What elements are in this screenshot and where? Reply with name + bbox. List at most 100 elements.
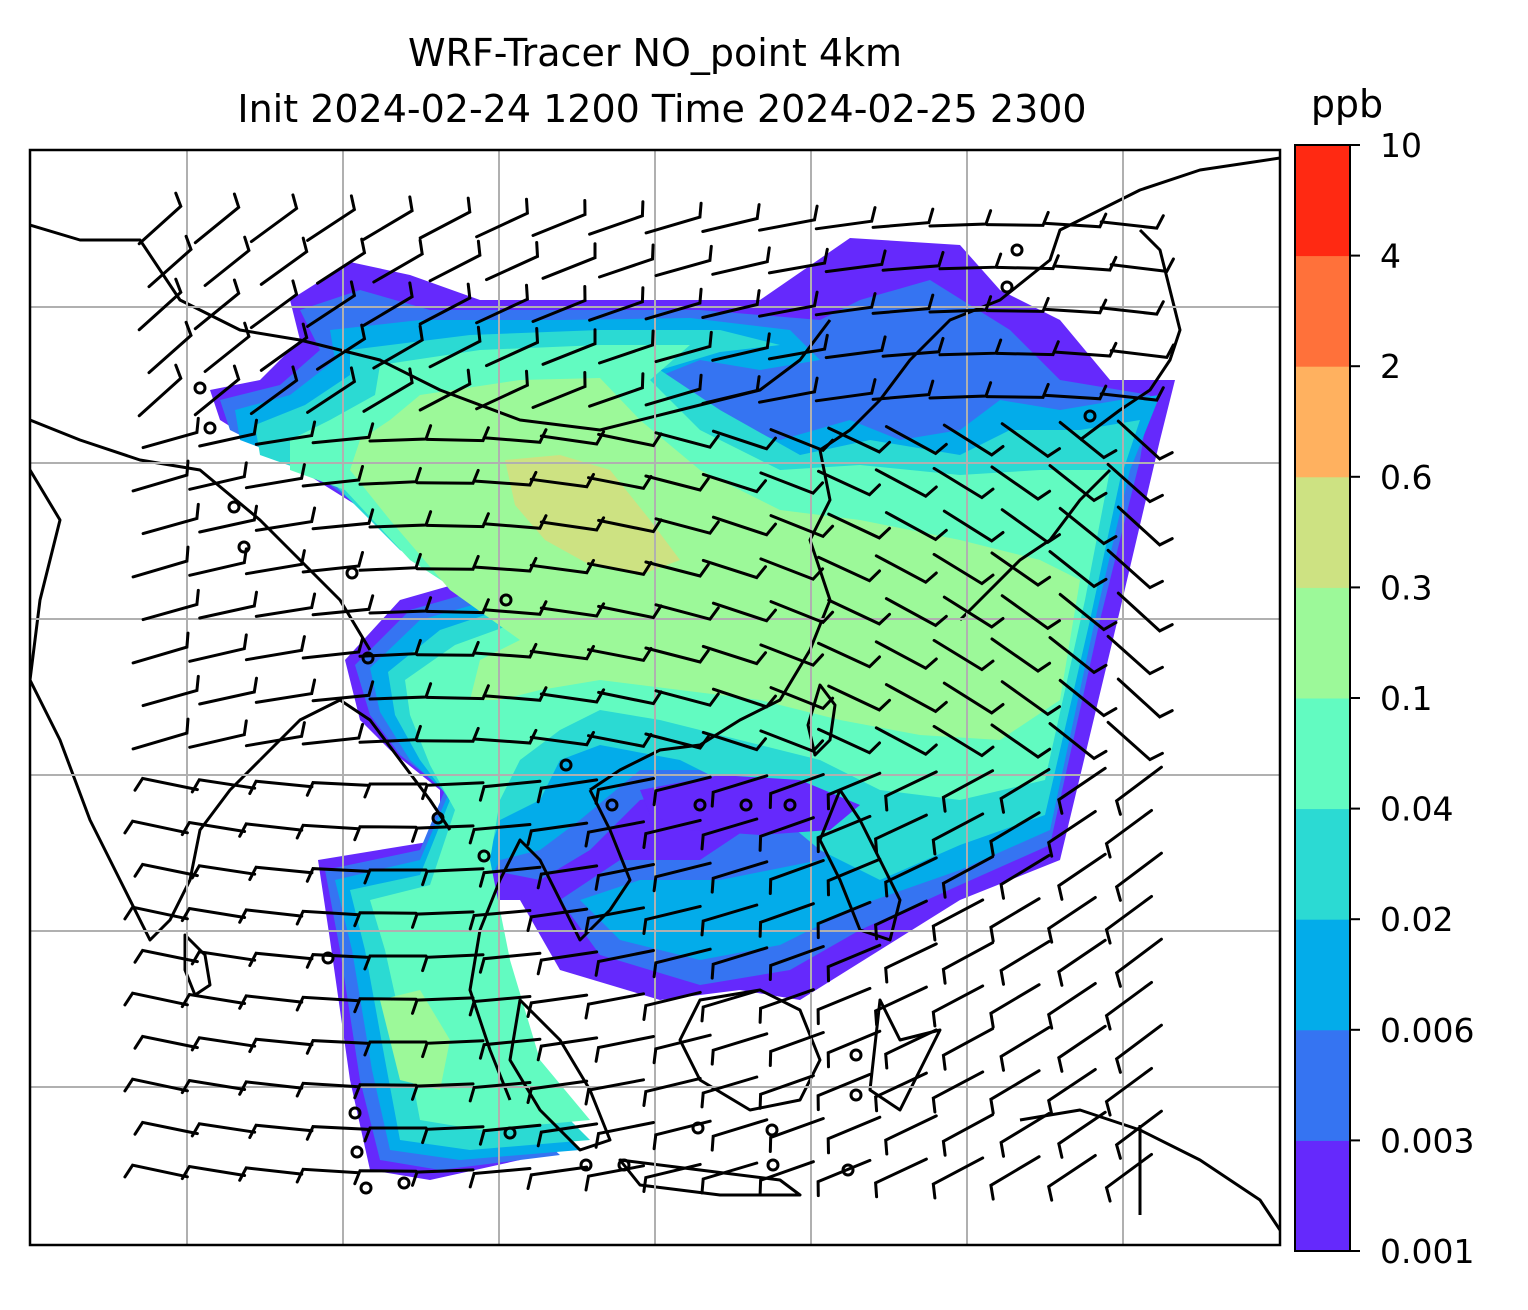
calm-marker bbox=[1000, 280, 1014, 294]
wind-barb bbox=[871, 207, 935, 229]
wind-barb bbox=[1000, 594, 1061, 631]
wind-barb bbox=[768, 773, 825, 809]
wind-barb bbox=[1114, 937, 1163, 988]
wind-barb bbox=[180, 1164, 247, 1181]
wind-barb bbox=[428, 325, 482, 369]
wind-barb bbox=[711, 515, 777, 537]
wind-barb bbox=[411, 910, 475, 929]
wind-barb bbox=[931, 984, 985, 1028]
wind-barb bbox=[244, 635, 306, 662]
wind-barb bbox=[311, 594, 375, 617]
wind-barb bbox=[362, 367, 414, 413]
wind-barb bbox=[249, 279, 299, 330]
colorbar-tick-label: 0.1 bbox=[1380, 679, 1432, 718]
wind-barb bbox=[478, 1123, 542, 1146]
wind-barb bbox=[306, 194, 357, 242]
wind-barb bbox=[363, 1040, 428, 1057]
wind-barb bbox=[769, 600, 835, 625]
wind-barb bbox=[248, 1037, 314, 1054]
colorbar-tick-label: 0.006 bbox=[1380, 1011, 1474, 1050]
wind-barb bbox=[816, 986, 872, 1026]
wind-barb bbox=[758, 290, 819, 318]
wind-barb bbox=[587, 647, 653, 662]
wind-barb bbox=[472, 728, 538, 745]
wind-barb bbox=[1104, 1066, 1153, 1117]
coast-korea-japan bbox=[819, 156, 1280, 452]
wind-barb bbox=[472, 642, 538, 659]
wind-barb bbox=[133, 948, 199, 964]
wind-barb bbox=[141, 588, 200, 622]
wind-barb bbox=[421, 953, 485, 973]
wind-barb bbox=[468, 1081, 532, 1103]
wind-barb bbox=[594, 1035, 655, 1063]
wind-barb bbox=[1114, 765, 1163, 816]
wind-barb bbox=[644, 201, 703, 235]
wind-barb bbox=[526, 1165, 589, 1190]
map-frame bbox=[28, 148, 1282, 1247]
wind-barb bbox=[644, 560, 710, 578]
calm-marker bbox=[691, 1121, 705, 1135]
calm-marker bbox=[766, 1158, 780, 1172]
wind-barb bbox=[353, 911, 418, 928]
wind-barb bbox=[642, 990, 702, 1021]
wind-barb bbox=[428, 239, 482, 283]
wind-barbs bbox=[123, 191, 1175, 1203]
wind-barb bbox=[989, 897, 1041, 943]
coast-china-east bbox=[589, 449, 832, 792]
calm-marker bbox=[765, 1123, 779, 1137]
wind-barb bbox=[526, 907, 589, 932]
wind-barb bbox=[826, 857, 882, 897]
wind-barb bbox=[131, 717, 190, 751]
wind-barb bbox=[198, 676, 258, 706]
wind-barb bbox=[990, 551, 1052, 587]
wind-barb bbox=[475, 197, 529, 239]
wind-barb bbox=[989, 1155, 1041, 1201]
wind-barb bbox=[989, 983, 1041, 1029]
wind-barb bbox=[482, 428, 548, 444]
wind-barb bbox=[478, 1037, 542, 1060]
wind-barb bbox=[203, 321, 251, 373]
wind-barb bbox=[768, 1031, 825, 1067]
calm-marker bbox=[579, 1158, 593, 1172]
wind-barb bbox=[814, 378, 877, 403]
wind-barb bbox=[1106, 634, 1164, 676]
wind-barb bbox=[597, 518, 663, 534]
wind-barb bbox=[989, 1069, 1041, 1115]
wind-barb bbox=[942, 423, 1005, 457]
colorbar-unit: ppb bbox=[1311, 82, 1383, 126]
wind-barb bbox=[238, 908, 304, 924]
wind-barb bbox=[941, 769, 995, 813]
wind-barb bbox=[652, 775, 712, 807]
wind-barb bbox=[536, 778, 599, 804]
wind-barb bbox=[990, 723, 1052, 759]
wind-barb bbox=[827, 512, 891, 540]
wind-barb bbox=[1057, 938, 1107, 987]
wind-barb bbox=[985, 382, 1050, 399]
wind-barb bbox=[884, 511, 948, 542]
wind-barb bbox=[362, 281, 414, 327]
wind-barb bbox=[1116, 419, 1174, 461]
wind-barb bbox=[711, 601, 777, 623]
wind-barb bbox=[710, 860, 769, 894]
wind-barb bbox=[482, 686, 548, 702]
calm-marker bbox=[350, 1145, 364, 1159]
wind-barb bbox=[1104, 808, 1153, 859]
calm-marker bbox=[499, 593, 513, 607]
coast-india bbox=[30, 469, 262, 942]
wind-barb bbox=[541, 328, 597, 366]
wind-barb bbox=[421, 867, 485, 887]
colorbar-cell bbox=[1295, 366, 1350, 478]
colorbar-cell bbox=[1295, 1140, 1350, 1252]
wind-barb bbox=[415, 726, 480, 743]
wind-barb bbox=[305, 867, 371, 883]
wind-barb bbox=[301, 637, 364, 660]
wind-barb bbox=[188, 633, 248, 663]
wind-barb bbox=[1057, 852, 1107, 901]
wind-barb bbox=[941, 941, 995, 985]
wind-barb bbox=[884, 1114, 938, 1156]
wind-barb bbox=[758, 988, 815, 1024]
wind-barb bbox=[421, 781, 485, 801]
wind-barb bbox=[768, 1117, 825, 1153]
wind-barb bbox=[425, 426, 490, 443]
wind-barb bbox=[1106, 462, 1164, 504]
